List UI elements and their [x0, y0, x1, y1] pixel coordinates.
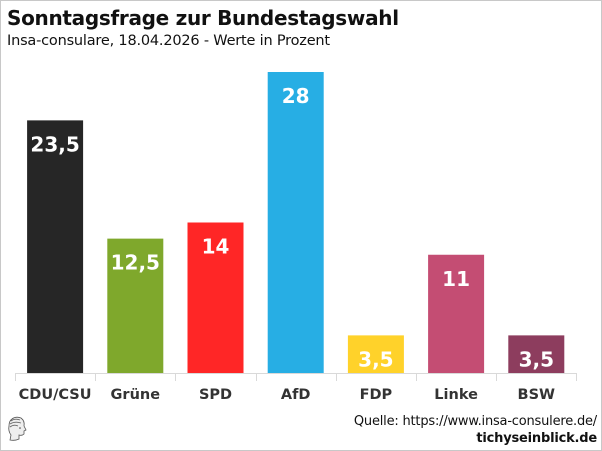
bar-fdp [347, 335, 404, 373]
data-label: 3,5 [519, 347, 554, 371]
x-tick-label: FDP [360, 387, 393, 403]
bar-linke [428, 254, 485, 373]
bar-bsw [508, 335, 565, 373]
bar-gr-ne [107, 238, 164, 373]
x-tick-label: SPD [199, 387, 232, 403]
bar-spd [187, 222, 244, 373]
x-tick-label: BSW [518, 387, 556, 403]
data-label: 11 [442, 267, 470, 291]
x-tick-label: Grüne [111, 387, 161, 403]
x-tick-label: Linke [434, 387, 478, 403]
bar-afd [267, 72, 324, 373]
data-label: 3,5 [358, 347, 393, 371]
classical-head-logo-icon [8, 416, 27, 441]
data-label: 14 [202, 235, 230, 259]
data-label: 28 [282, 84, 310, 108]
chart-title: Sonntagsfrage zur Bundestagswahl [7, 6, 399, 30]
data-label: 12,5 [111, 251, 160, 275]
chart-subtitle: Insa-consulare, 18.04.2026 - Werte in Pr… [7, 33, 330, 49]
bar-cdu-csu [27, 120, 84, 373]
x-tick-label: AfD [281, 387, 311, 403]
source-text: Quelle: https://www.insa-consulere.de/ [353, 414, 597, 429]
data-label: 23,5 [30, 132, 79, 156]
brand-text: tichyseinblick.de [476, 431, 597, 446]
x-tick-label: CDU/CSU [19, 387, 92, 403]
